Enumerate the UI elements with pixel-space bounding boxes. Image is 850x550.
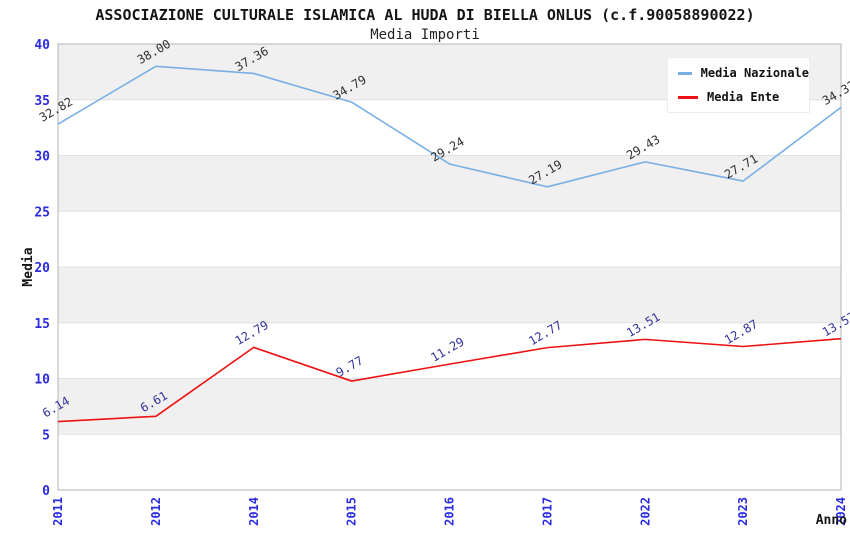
x-axis-title: Anno: [815, 513, 847, 528]
y-tick-label: 0: [42, 484, 50, 499]
x-tick-label: 2023: [736, 497, 750, 526]
x-tick-label: 2014: [247, 497, 261, 526]
plot-band: [58, 211, 841, 267]
plot-band: [58, 267, 841, 323]
x-tick-label: 2022: [638, 497, 652, 526]
legend-item-media-nazionale: Media Nazionale: [678, 66, 809, 80]
y-tick-label: 5: [42, 428, 50, 443]
x-tick-label: 2015: [345, 497, 359, 526]
plot-band: [58, 322, 841, 379]
y-tick-label: 15: [34, 317, 50, 332]
legend-line-swatch-nazionale: [678, 71, 692, 75]
y-tick-label: 25: [34, 205, 50, 220]
y-tick-label: 20: [34, 261, 50, 276]
series-line-media-ente: [57, 337, 842, 423]
x-tick-label: 2017: [540, 497, 554, 526]
legend-label-nazionale: Media Nazionale: [700, 66, 809, 80]
series-line-media-nazionale: [57, 65, 842, 188]
legend-label-ente: Media Ente: [707, 90, 780, 104]
legend-item-media-ente: Media Ente: [678, 90, 809, 104]
y-tick-label: 35: [34, 94, 50, 109]
plot-band: [58, 378, 841, 435]
y-tick-label: 10: [34, 373, 50, 388]
chart-subtitle: Media Importi: [370, 27, 480, 43]
y-axis-title: Media: [20, 247, 36, 287]
legend-line-swatch-ente: [678, 95, 698, 99]
x-tick-label: 2012: [149, 497, 163, 526]
plot-band: [58, 434, 841, 490]
x-tick-label: 2011: [51, 497, 65, 526]
legend: Media Nazionale Media Ente: [667, 57, 810, 113]
y-tick-label: 30: [34, 150, 50, 165]
y-tick-label: 40: [34, 38, 50, 53]
chart-title: ASSOCIAZIONE CULTURALE ISLAMICA AL HUDA …: [95, 6, 755, 24]
x-tick-label: 2024: [834, 497, 848, 526]
x-tick-label: 2016: [443, 497, 457, 526]
plot-border: [57, 43, 842, 491]
